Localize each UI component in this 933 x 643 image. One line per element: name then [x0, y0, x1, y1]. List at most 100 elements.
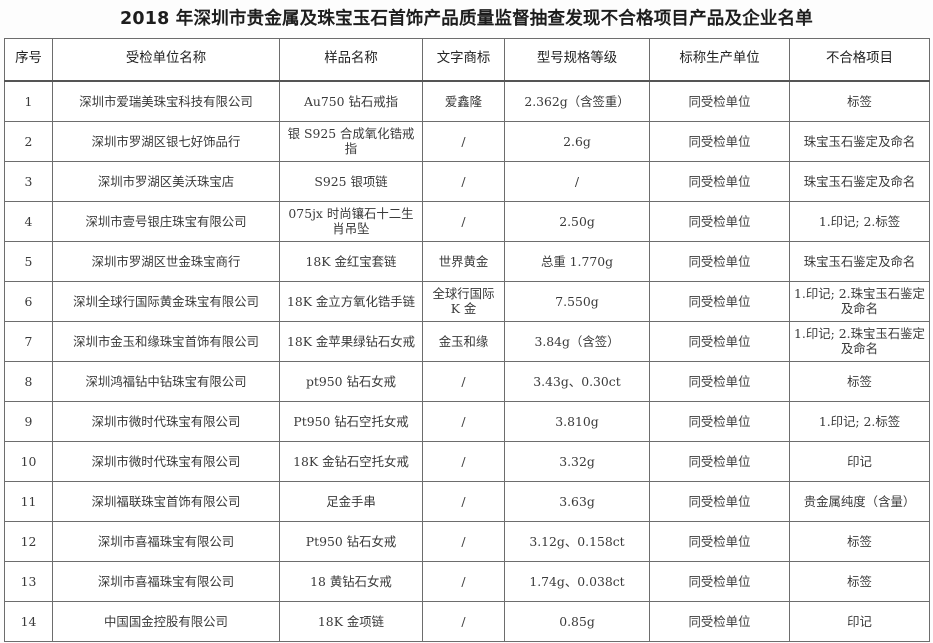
cell-brand: /	[422, 120, 505, 162]
cell-unit: 深圳福联珠宝首饰有限公司	[52, 480, 280, 522]
cell-maker: 同受检单位	[649, 480, 790, 522]
cell-index: 8	[4, 360, 53, 402]
cell-fail: 标签	[789, 80, 930, 122]
cell-maker: 同受检单位	[649, 520, 790, 562]
cell-brand: /	[422, 160, 505, 202]
cell-unit: 深圳市金玉和缘珠宝首饰有限公司	[52, 320, 280, 362]
cell-sample: 18K 金苹果绿钻石女戒	[279, 320, 423, 362]
table-row: 5 深圳市罗湖区世金珠宝商行 18K 金红宝套链 世界黄金 总重 1.770g …	[4, 240, 930, 282]
table-row: 3 深圳市罗湖区美沃珠宝店 S925 银项链 / / 同受检单位 珠宝玉石鉴定及…	[4, 160, 930, 202]
cell-spec: 1.74g、0.038ct	[504, 560, 650, 602]
cell-unit: 深圳市微时代珠宝有限公司	[52, 440, 280, 482]
cell-maker: 同受检单位	[649, 200, 790, 242]
cell-fail: 标签	[789, 560, 930, 602]
cell-index: 2	[4, 120, 53, 162]
cell-spec: 3.43g、0.30ct	[504, 360, 650, 402]
cell-maker: 同受检单位	[649, 400, 790, 442]
cell-unit: 深圳市喜福珠宝有限公司	[52, 560, 280, 602]
cell-spec: 3.810g	[504, 400, 650, 442]
cell-index: 13	[4, 560, 53, 602]
cell-fail: 珠宝玉石鉴定及命名	[789, 240, 930, 282]
cell-brand: 爱鑫隆	[422, 80, 505, 122]
table-row: 9 深圳市微时代珠宝有限公司 Pt950 钻石空托女戒 / 3.810g 同受检…	[4, 400, 930, 442]
column-header-fail: 不合格项目	[789, 37, 930, 83]
cell-spec: 3.84g（含签）	[504, 320, 650, 362]
cell-index: 10	[4, 440, 53, 482]
column-header-unit: 受检单位名称	[52, 37, 280, 83]
cell-maker: 同受检单位	[649, 240, 790, 282]
cell-brand: /	[422, 400, 505, 442]
table-row: 8 深圳鸿福钻中钻珠宝有限公司 pt950 钻石女戒 / 3.43g、0.30c…	[4, 360, 930, 402]
cell-spec: 2.50g	[504, 200, 650, 242]
cell-brand: /	[422, 440, 505, 482]
table-row: 12 深圳市喜福珠宝有限公司 Pt950 钻石女戒 / 3.12g、0.158c…	[4, 520, 930, 562]
cell-unit: 深圳市爱瑞美珠宝科技有限公司	[52, 80, 280, 122]
cell-index: 11	[4, 480, 53, 522]
cell-fail: 1.印记; 2.珠宝玉石鉴定及命名	[789, 280, 930, 322]
table-header-row: 序号 受检单位名称 样品名称 文字商标 型号规格等级 标称生产单位 不合格项目	[4, 37, 930, 83]
cell-unit: 深圳市罗湖区美沃珠宝店	[52, 160, 280, 202]
table-row: 7 深圳市金玉和缘珠宝首饰有限公司 18K 金苹果绿钻石女戒 金玉和缘 3.84…	[4, 320, 930, 362]
cell-index: 3	[4, 160, 53, 202]
column-header-index: 序号	[4, 37, 53, 83]
column-header-maker: 标称生产单位	[649, 37, 790, 83]
cell-maker: 同受检单位	[649, 120, 790, 162]
cell-unit: 深圳市壹号银庄珠宝有限公司	[52, 200, 280, 242]
cell-unit: 深圳全球行国际黄金珠宝有限公司	[52, 280, 280, 322]
cell-unit: 深圳市喜福珠宝有限公司	[52, 520, 280, 562]
cell-brand: /	[422, 360, 505, 402]
cell-sample: Pt950 钻石女戒	[279, 520, 423, 562]
cell-maker: 同受检单位	[649, 320, 790, 362]
cell-maker: 同受检单位	[649, 160, 790, 202]
cell-brand: /	[422, 480, 505, 522]
cell-brand: /	[422, 200, 505, 242]
cell-sample: Pt950 钻石空托女戒	[279, 400, 423, 442]
cell-maker: 同受检单位	[649, 600, 790, 642]
cell-brand: 金玉和缘	[422, 320, 505, 362]
cell-fail: 印记	[789, 440, 930, 482]
cell-sample: 银 S925 合成氧化锆戒指	[279, 120, 423, 162]
cell-spec: 总重 1.770g	[504, 240, 650, 282]
cell-unit: 深圳市罗湖区银七好饰品行	[52, 120, 280, 162]
cell-maker: 同受检单位	[649, 560, 790, 602]
table-row: 10 深圳市微时代珠宝有限公司 18K 金钻石空托女戒 / 3.32g 同受检单…	[4, 440, 930, 482]
cell-brand: 世界黄金	[422, 240, 505, 282]
cell-index: 9	[4, 400, 53, 442]
cell-index: 6	[4, 280, 53, 322]
cell-maker: 同受检单位	[649, 440, 790, 482]
cell-sample: 18K 金项链	[279, 600, 423, 642]
cell-unit: 深圳市罗湖区世金珠宝商行	[52, 240, 280, 282]
cell-spec: 3.32g	[504, 440, 650, 482]
table-row: 11 深圳福联珠宝首饰有限公司 足金手串 / 3.63g 同受检单位 贵金属纯度…	[4, 480, 930, 522]
cell-sample: 18 黄钻石女戒	[279, 560, 423, 602]
cell-sample: Au750 钻石戒指	[279, 80, 423, 122]
table-header: 序号 受检单位名称 样品名称 文字商标 型号规格等级 标称生产单位 不合格项目	[4, 37, 930, 83]
table-row: 2 深圳市罗湖区银七好饰品行 银 S925 合成氧化锆戒指 / 2.6g 同受检…	[4, 120, 930, 162]
table-row: 6 深圳全球行国际黄金珠宝有限公司 18K 金立方氧化锆手链 全球行国际 K 金…	[4, 280, 930, 322]
cell-fail: 珠宝玉石鉴定及命名	[789, 160, 930, 202]
cell-index: 7	[4, 320, 53, 362]
cell-index: 12	[4, 520, 53, 562]
cell-index: 4	[4, 200, 53, 242]
cell-sample: pt950 钻石女戒	[279, 360, 423, 402]
column-header-sample: 样品名称	[279, 37, 423, 83]
cell-fail: 贵金属纯度（含量）	[789, 480, 930, 522]
cell-maker: 同受检单位	[649, 360, 790, 402]
cell-brand: /	[422, 560, 505, 602]
cell-unit: 深圳鸿福钻中钻珠宝有限公司	[52, 360, 280, 402]
cell-fail: 1.印记; 2.标签	[789, 200, 930, 242]
cell-index: 1	[4, 80, 53, 122]
cell-fail: 印记	[789, 600, 930, 642]
cell-spec: 3.12g、0.158ct	[504, 520, 650, 562]
cell-brand: /	[422, 520, 505, 562]
cell-spec: /	[504, 160, 650, 202]
cell-fail: 标签	[789, 360, 930, 402]
cell-sample: 18K 金立方氧化锆手链	[279, 280, 423, 322]
table-row: 14 中国国金控股有限公司 18K 金项链 / 0.85g 同受检单位 印记	[4, 600, 930, 642]
column-header-spec: 型号规格等级	[504, 37, 650, 83]
cell-sample: S925 银项链	[279, 160, 423, 202]
cell-spec: 2.362g（含签重）	[504, 80, 650, 122]
column-header-brand: 文字商标	[422, 37, 505, 83]
table-body: 1 深圳市爱瑞美珠宝科技有限公司 Au750 钻石戒指 爱鑫隆 2.362g（含…	[4, 80, 930, 642]
